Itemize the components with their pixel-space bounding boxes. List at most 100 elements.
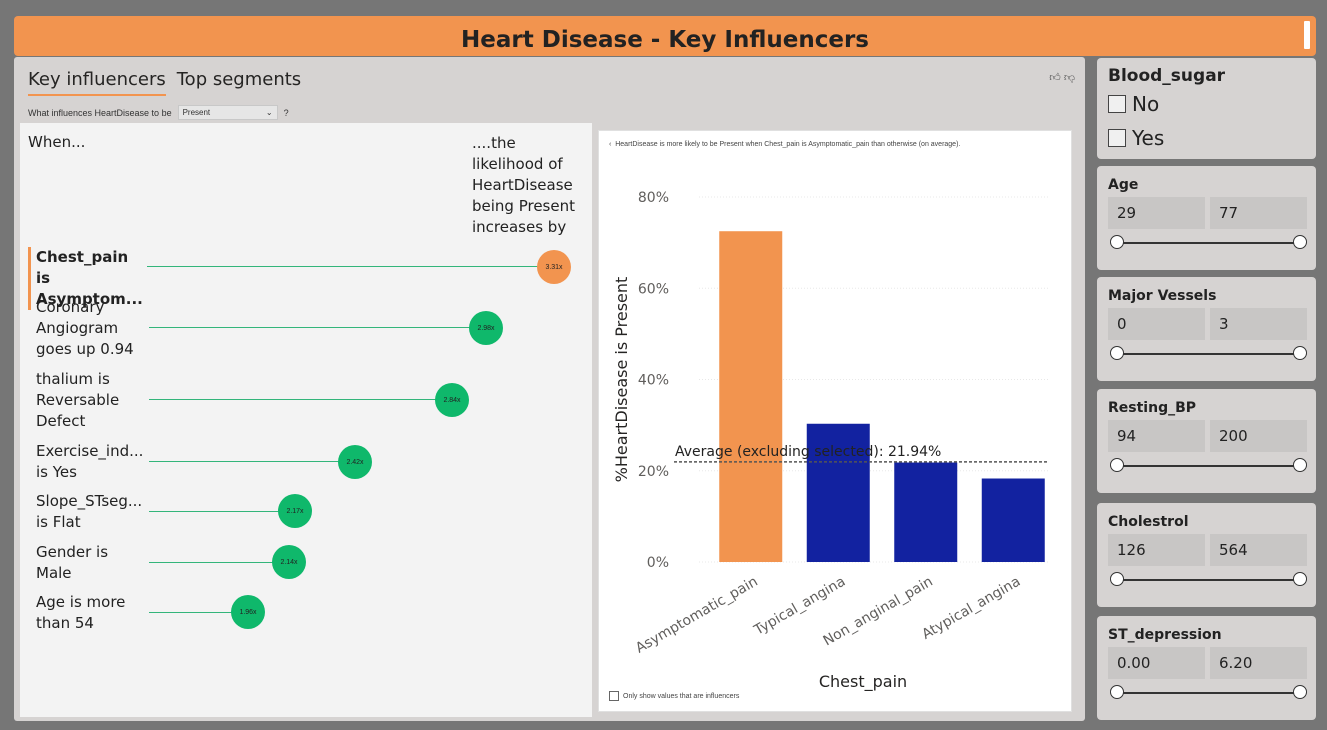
option-label: Yes — [1132, 126, 1165, 150]
checkbox-icon[interactable] — [609, 691, 619, 701]
report-title-bar: Heart Disease - Key Influencers — [14, 16, 1316, 56]
y-tick-label: 0% — [647, 555, 669, 571]
max-input[interactable]: 6.20 — [1210, 647, 1307, 679]
slicer-title: Major Vessels — [1108, 288, 1217, 304]
x-tick-label: Asymptomatic_pain — [633, 574, 761, 657]
slider-min-handle[interactable] — [1110, 235, 1124, 249]
tab-key-influencers[interactable]: Key influencers — [28, 69, 166, 96]
slicer-title: Cholestrol — [1108, 514, 1189, 530]
only-influencers-label: Only show values that are influencers — [623, 692, 740, 700]
min-input[interactable]: 126 — [1108, 534, 1205, 566]
influencer-bubble[interactable]: 3.31x — [537, 250, 571, 284]
question-label: What influences HeartDisease to be — [28, 107, 172, 118]
influencer-item[interactable]: Age is more than 54 — [36, 592, 141, 634]
slider-track[interactable] — [1117, 353, 1300, 355]
influencer-label: Asymptom... — [36, 290, 143, 308]
slicer-option-no[interactable]: No — [1108, 92, 1159, 116]
scrollbar[interactable] — [1304, 21, 1310, 49]
target-value: Present — [182, 108, 211, 117]
y-tick-label: 80% — [638, 190, 669, 206]
slicer-title: Resting_BP — [1108, 400, 1197, 416]
slicer-cholestrol: Cholestrol 126 564 — [1097, 503, 1316, 607]
likelihood-line: likelihood of — [472, 155, 563, 173]
key-influencers-visual: Key influencers Top segments 👍︎ 👎︎ What … — [14, 57, 1085, 721]
influencer-line — [149, 461, 340, 462]
average-label: Average (excluding selected): 21.94% — [675, 444, 941, 460]
influencer-bubble[interactable]: 2.84x — [435, 383, 469, 417]
slider-track[interactable] — [1117, 692, 1300, 694]
influencer-item[interactable]: Exercise_ind... is Yes — [36, 441, 143, 483]
slicer-major-vessels: Major Vessels 0 3 — [1097, 277, 1316, 381]
when-header: When... — [28, 133, 86, 151]
max-input[interactable]: 77 — [1210, 197, 1307, 229]
target-value-dropdown[interactable]: Present ⌄ — [177, 105, 278, 120]
y-tick-label: 60% — [638, 281, 669, 297]
slider-track[interactable] — [1117, 579, 1300, 581]
slider-min-handle[interactable] — [1110, 346, 1124, 360]
y-tick-label: 40% — [638, 373, 669, 389]
help-icon[interactable]: ? — [283, 107, 289, 118]
tab-top-segments[interactable]: Top segments — [176, 69, 302, 90]
checkbox-icon[interactable] — [1108, 129, 1126, 147]
bar — [981, 478, 1045, 562]
thumbs-up-icon[interactable]: 👍︎ — [1049, 72, 1061, 84]
influencer-item[interactable]: Slope_STseg... is Flat — [36, 491, 142, 533]
slider-min-handle[interactable] — [1110, 685, 1124, 699]
slider-track[interactable] — [1117, 242, 1300, 244]
likelihood-line: increases by — [472, 218, 567, 236]
influencer-item[interactable]: thalium is Reversable Defect — [36, 369, 141, 432]
min-input[interactable]: 94 — [1108, 420, 1205, 452]
influencer-label: Defect — [36, 412, 86, 430]
influencer-label: Reversable — [36, 391, 120, 409]
slicer-title: Blood_sugar — [1108, 66, 1226, 86]
only-influencers-toggle[interactable]: Only show values that are influencers — [609, 691, 739, 701]
likelihood-line: HeartDisease — [472, 176, 573, 194]
slicer-st-depression: ST_depression 0.00 6.20 — [1097, 616, 1316, 720]
likelihood-line: being Present — [472, 197, 575, 215]
influencer-label: Chest_pain is — [36, 248, 129, 287]
influencer-detail-panel: ‹ HeartDisease is more likely to be Pres… — [598, 130, 1072, 712]
influencer-bubble[interactable]: 2.42x — [338, 445, 372, 479]
slider-max-handle[interactable] — [1293, 458, 1307, 472]
influencer-line — [149, 327, 471, 328]
influencer-line — [149, 511, 279, 512]
max-input[interactable]: 3 — [1210, 308, 1307, 340]
slicer-blood-sugar: Blood_sugar No Yes — [1097, 58, 1316, 159]
slicer-option-yes[interactable]: Yes — [1108, 126, 1164, 150]
influencer-bubble[interactable]: 2.17x — [278, 494, 312, 528]
slider-min-handle[interactable] — [1110, 458, 1124, 472]
influencer-item[interactable]: Chest_pain is Asymptom... — [28, 247, 143, 310]
checkbox-icon[interactable] — [1108, 95, 1126, 113]
thumbs-down-icon[interactable]: 👎︎ — [1063, 72, 1075, 84]
bar — [806, 423, 870, 562]
influencer-label: Coronary — [36, 298, 105, 316]
influencers-list-panel: When... ....the likelihood of HeartDisea… — [20, 123, 592, 717]
influencer-line — [149, 399, 437, 400]
influencer-item[interactable]: Coronary Angiogram goes up 0.94 — [36, 297, 141, 360]
slider-max-handle[interactable] — [1293, 572, 1307, 586]
influencer-label: is Yes — [36, 463, 77, 481]
feedback-icons[interactable]: 👍︎ 👎︎ — [1049, 71, 1075, 84]
slider-max-handle[interactable] — [1293, 235, 1307, 249]
influencer-line — [149, 612, 233, 613]
influencer-item[interactable]: Gender is Male — [36, 542, 141, 584]
slider-track[interactable] — [1117, 465, 1300, 467]
influencer-label: Male — [36, 564, 72, 582]
min-input[interactable]: 0.00 — [1108, 647, 1205, 679]
influencer-label: Age is more — [36, 593, 126, 611]
slider-max-handle[interactable] — [1293, 685, 1307, 699]
influencer-label: goes up 0.94 — [36, 340, 134, 358]
y-axis-title: %HeartDisease is Present — [612, 277, 631, 483]
slicer-title: ST_depression — [1108, 627, 1222, 643]
x-axis-title: Chest_pain — [819, 672, 907, 692]
max-input[interactable]: 564 — [1210, 534, 1307, 566]
influencer-bubble[interactable]: 1.96x — [231, 595, 265, 629]
max-input[interactable]: 200 — [1210, 420, 1307, 452]
min-input[interactable]: 29 — [1108, 197, 1205, 229]
back-chevron-icon[interactable]: ‹ — [609, 141, 612, 148]
min-input[interactable]: 0 — [1108, 308, 1205, 340]
slider-min-handle[interactable] — [1110, 572, 1124, 586]
influencer-bubble[interactable]: 2.98x — [469, 311, 503, 345]
slider-max-handle[interactable] — [1293, 346, 1307, 360]
influencer-bubble[interactable]: 2.14x — [272, 545, 306, 579]
